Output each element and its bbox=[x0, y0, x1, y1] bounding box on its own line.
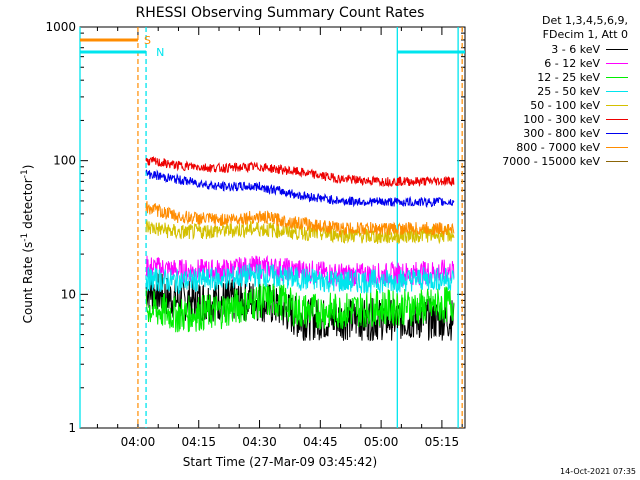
series-50-100-kev-line bbox=[145, 219, 455, 245]
svg-text:Count Rate (s-1 detector-1): Count Rate (s-1 detector-1) bbox=[20, 165, 35, 324]
chart-title: RHESSI Observing Summary Count Rates bbox=[136, 5, 425, 21]
legend-item: 25 - 50 keV bbox=[537, 84, 628, 98]
y-tick-label: 10 bbox=[61, 287, 76, 301]
x-axis-label: Start Time (27-Mar-09 03:45:42) bbox=[183, 455, 377, 469]
legend-swatch bbox=[606, 146, 628, 148]
legend-item: 800 - 7000 keV bbox=[516, 140, 628, 154]
x-tick-label: 04:15 bbox=[181, 435, 216, 449]
series-25-50-kev-line bbox=[145, 262, 455, 295]
y-axis-label-close: ) bbox=[21, 165, 35, 170]
series-300-800-kev-line bbox=[145, 169, 455, 209]
chart-marks: 1 10 100 1000 04:00 04:15 04:30 04:45 05:00 05:15… bbox=[45, 20, 466, 449]
series-100-300-kev-line bbox=[145, 155, 455, 188]
y-axis-label-tail: detector bbox=[21, 178, 35, 233]
legend-item: 7000 - 15000 keV bbox=[502, 154, 628, 168]
legend-label: 7000 - 15000 keV bbox=[502, 154, 600, 168]
legend-label: 800 - 7000 keV bbox=[516, 140, 600, 154]
legend-label: 3 - 6 keV bbox=[551, 42, 600, 56]
legend-swatch bbox=[606, 104, 628, 106]
y-tick-label: 1 bbox=[68, 421, 76, 435]
legend-header-line-2: FDecim 1, Att 0 bbox=[542, 28, 628, 41]
y-axis-label-main: Count Rate (s bbox=[21, 242, 35, 324]
x-tick-label: 05:00 bbox=[364, 435, 399, 449]
y-tick-label: 100 bbox=[53, 154, 76, 168]
legend-item: 6 - 12 keV bbox=[544, 56, 628, 70]
legend-label: 100 - 300 keV bbox=[523, 112, 600, 126]
y-axis-label: Count Rate (s-1 detector-1) bbox=[20, 165, 35, 324]
legend-swatch bbox=[606, 160, 628, 162]
legend-header-line-1: Det 1,3,4,5,6,9, bbox=[541, 14, 628, 27]
annotation-label: N bbox=[156, 46, 164, 59]
y-axis-label-tail-sup: -1 bbox=[20, 169, 30, 178]
legend-swatch bbox=[606, 90, 628, 92]
x-tick-label: 04:45 bbox=[303, 435, 338, 449]
y-tick-label: 1000 bbox=[45, 20, 76, 34]
legend-swatch bbox=[606, 76, 628, 78]
x-tick-label: 04:00 bbox=[121, 435, 156, 449]
legend-swatch bbox=[606, 118, 628, 120]
legend-label: 12 - 25 keV bbox=[537, 70, 600, 84]
legend-item: 50 - 100 keV bbox=[530, 98, 628, 112]
timestamp: 14-Oct-2021 07:35 bbox=[560, 467, 636, 476]
legend-label: 25 - 50 keV bbox=[537, 84, 600, 98]
series-800-7000-kev-line bbox=[145, 201, 455, 237]
legend-label: 50 - 100 keV bbox=[530, 98, 600, 112]
legend-label: 6 - 12 keV bbox=[544, 56, 600, 70]
series-12-25-kev-line bbox=[145, 281, 455, 333]
legend-swatch bbox=[606, 62, 628, 64]
y-axis-label-sup: -1 bbox=[20, 233, 30, 242]
annotation-label: S bbox=[144, 34, 151, 47]
legend-item: 300 - 800 keV bbox=[523, 126, 628, 140]
x-tick-label: 04:30 bbox=[242, 435, 277, 449]
legend-item: 100 - 300 keV bbox=[523, 112, 628, 126]
legend-item: 12 - 25 keV bbox=[537, 70, 628, 84]
legend-label: 300 - 800 keV bbox=[523, 126, 600, 140]
legend-swatch bbox=[606, 132, 628, 134]
legend-swatch bbox=[606, 48, 628, 50]
legend-item: 3 - 6 keV bbox=[551, 42, 628, 56]
x-tick-label: 05:15 bbox=[425, 435, 460, 449]
series-6-12-kev-line bbox=[145, 254, 455, 287]
